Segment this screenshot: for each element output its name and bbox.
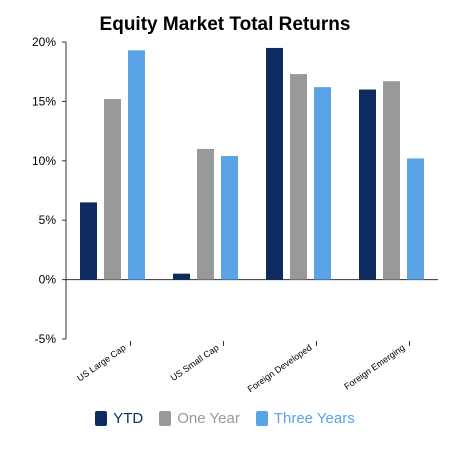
bar-three-years: [221, 156, 238, 280]
x-tick-label: Foreign Emerging: [342, 342, 406, 391]
y-tick-label: 10%: [32, 154, 56, 168]
legend-item-one-year: One Year: [159, 410, 240, 427]
bar-three-years: [407, 158, 424, 280]
bar-ytd: [266, 47, 283, 280]
legend-item-ytd: YTD: [95, 410, 143, 427]
y-tick-label: 20%: [32, 35, 56, 49]
bar-three-years: [128, 50, 145, 280]
legend-label-one-year: One Year: [177, 410, 240, 427]
bar-one-year: [104, 99, 121, 280]
legend-label-ytd: YTD: [113, 410, 144, 427]
y-tick-label: 15%: [32, 94, 56, 108]
legend-item-three-years: Three Years: [255, 410, 355, 427]
chart-title: Equity Market Total Returns: [99, 14, 351, 35]
bar-ytd: [173, 273, 190, 280]
y-tick-label: -5%: [35, 332, 57, 346]
bar-ytd: [359, 89, 376, 280]
legend-swatch-three-years: [255, 411, 268, 426]
y-tick-label: 0%: [39, 273, 57, 287]
bar-one-year: [290, 74, 307, 280]
legend-swatch-one-year: [159, 411, 172, 426]
legend-label-three-years: Three Years: [273, 410, 355, 427]
x-tick-label: US Small Cap: [169, 342, 221, 383]
x-tick-label: US Large Cap: [75, 342, 127, 383]
y-tick-label: 5%: [39, 213, 57, 227]
chart-legend: YTD One Year Three Years: [0, 410, 450, 427]
bar-ytd: [80, 202, 97, 280]
legend-swatch-ytd: [95, 411, 108, 426]
bar-one-year: [197, 148, 214, 280]
bar-one-year: [383, 81, 400, 280]
bar-three-years: [314, 87, 331, 280]
x-tick-label: Foreign Developed: [246, 342, 314, 394]
